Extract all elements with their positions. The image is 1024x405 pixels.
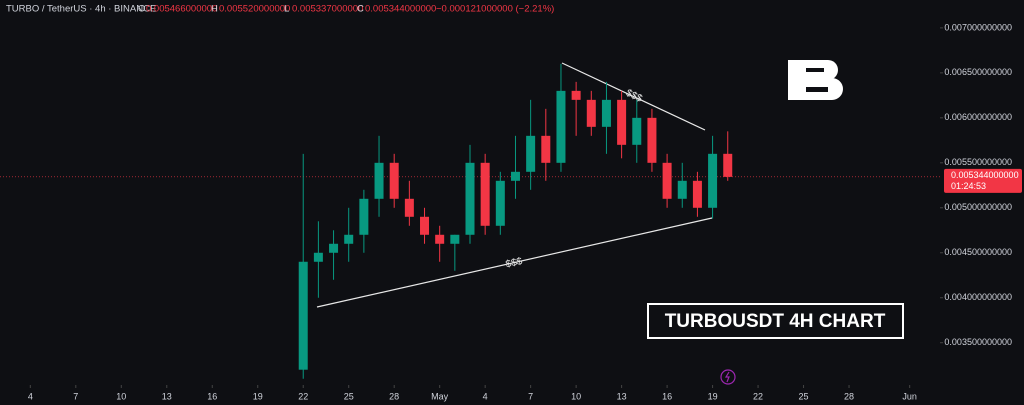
candle-body — [541, 135, 551, 163]
candle-body — [495, 180, 505, 226]
x-tick-label: 22 — [298, 391, 308, 401]
annotation: $$$ — [624, 88, 644, 105]
x-tick-label: 25 — [799, 391, 809, 401]
last-price-label: 0.005344000000 — [951, 170, 1019, 180]
header-label: H — [211, 4, 218, 15]
alert-icon-bolt — [724, 371, 730, 383]
x-tick-label: May — [431, 391, 449, 401]
header-change: −0.000121000000 (−2.21%) — [436, 4, 554, 15]
x-tick-label: 28 — [844, 391, 854, 401]
candle-body — [677, 180, 687, 199]
y-tick-label: 0.007000000000 — [944, 22, 1012, 32]
candle-body — [617, 99, 627, 145]
alert-icon[interactable] — [720, 369, 736, 385]
x-tick-label: 16 — [207, 391, 217, 401]
candle-body — [435, 234, 445, 244]
candle-body — [389, 162, 399, 199]
x-tick-label: 7 — [73, 391, 78, 401]
header-value: 0.005344000000 — [365, 4, 436, 15]
x-tick-label: 7 — [528, 391, 533, 401]
candle-body — [692, 180, 702, 208]
candle-body — [723, 153, 733, 177]
candle-body — [571, 90, 581, 100]
candle-body — [647, 117, 657, 163]
x-tick-label: 19 — [708, 391, 718, 401]
header-label: O — [138, 4, 145, 15]
candle-body — [556, 90, 566, 163]
candle-body — [344, 234, 354, 244]
candle-body — [510, 171, 520, 181]
candle-body — [374, 162, 384, 199]
x-tick-label: 25 — [344, 391, 354, 401]
y-tick-label: 0.005500000000 — [944, 157, 1012, 167]
resistance-line — [561, 62, 706, 131]
candle-body — [708, 153, 718, 208]
candle-body — [526, 135, 536, 172]
annotation: $$$ — [505, 256, 524, 270]
x-tick-label: 4 — [28, 391, 33, 401]
header-label: C — [357, 4, 364, 15]
x-tick-label: 10 — [571, 391, 581, 401]
logo — [788, 60, 843, 100]
candle-body — [404, 198, 414, 217]
header-text: TURBO / TetherUS · 4h · BINANCE — [6, 4, 156, 15]
candle-body — [465, 162, 475, 235]
last-price-tag — [944, 168, 1022, 193]
header-value: 0.005520000000 — [219, 4, 290, 15]
x-tick-label: Jun — [902, 391, 917, 401]
candle-body — [662, 162, 672, 199]
x-tick-label: 22 — [753, 391, 763, 401]
x-tick-label: 28 — [389, 391, 399, 401]
candle-body — [480, 162, 490, 226]
candle-body — [313, 252, 323, 262]
candle-body — [632, 117, 642, 145]
y-tick-label: 0.006000000000 — [944, 112, 1012, 122]
x-tick-label: 4 — [483, 391, 488, 401]
support-line — [316, 217, 713, 308]
banner-box — [647, 303, 904, 339]
candle-body — [420, 216, 430, 235]
header-label: L — [284, 4, 289, 15]
x-tick-label: 13 — [162, 391, 172, 401]
x-tick-label: 13 — [617, 391, 627, 401]
x-tick-label: 19 — [253, 391, 263, 401]
countdown: 01:24:53 — [951, 181, 986, 191]
candle-body — [601, 99, 611, 127]
y-tick-label: 0.005000000000 — [944, 202, 1012, 212]
y-tick-label: 0.003500000000 — [944, 337, 1012, 347]
candle-body — [450, 234, 460, 244]
header-value: 0.005337000000 — [292, 4, 363, 15]
candle-body — [329, 243, 339, 253]
x-tick-label: 16 — [662, 391, 672, 401]
candle-body — [359, 198, 369, 235]
y-tick-label: 0.004500000000 — [944, 247, 1012, 257]
candle-body — [586, 99, 596, 127]
y-tick-label: 0.004000000000 — [944, 292, 1012, 302]
banner-text: TURBOUSDT 4H CHART — [665, 311, 886, 332]
candle-body — [298, 261, 308, 370]
y-tick-label: 0.006500000000 — [944, 67, 1012, 77]
x-tick-label: 10 — [116, 391, 126, 401]
header-value: 0.005466000000 — [146, 4, 217, 15]
